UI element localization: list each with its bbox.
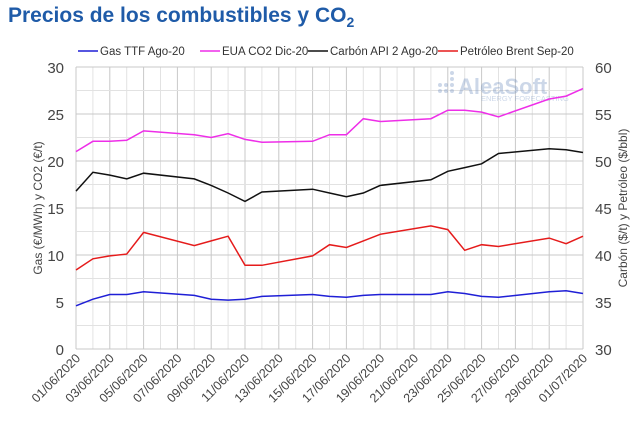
y-tick-left: 20 xyxy=(47,154,64,171)
legend-label: EUA CO2 Dic-20 xyxy=(222,46,308,58)
y-tick-right: 35 xyxy=(595,295,612,312)
y-tick-right: 50 xyxy=(595,154,612,171)
series-line-gas-ttf-ago-20 xyxy=(75,289,584,307)
y-tick-left: 30 xyxy=(47,60,64,77)
watermark-tagline: ENERGY FORECASTING xyxy=(481,94,569,103)
legend-label: Carbón API 2 Ago-20 xyxy=(330,46,438,58)
y-tick-left: 15 xyxy=(47,201,64,218)
y-tick-right: 30 xyxy=(595,342,612,359)
y-tick-left: 0 xyxy=(56,342,64,359)
y-tick-right: 55 xyxy=(595,107,612,124)
watermark-brand: AleaSoft xyxy=(458,74,548,99)
legend-label: Gas TTF Ago-20 xyxy=(100,46,185,58)
aleasoft-logo-dots-icon xyxy=(438,71,454,93)
y-tick-right: 45 xyxy=(595,201,612,218)
title-text: Precios de los combustibles y CO xyxy=(8,4,347,27)
aleasoft-watermark: AleaSoft ENERGY FORECASTING xyxy=(438,71,569,103)
y-axis-left-label: Gas (€/MWh) y CO2 (€/t) xyxy=(31,141,45,274)
y-tick-left: 5 xyxy=(56,295,64,312)
series-line-carb-n-api-2-ago-20 xyxy=(75,148,584,203)
series-line-eua-co2-dic-20 xyxy=(75,87,584,153)
series-line-petr-leo-brent-sep-20 xyxy=(75,225,584,271)
y-tick-left: 25 xyxy=(47,107,64,124)
y-tick-left: 10 xyxy=(47,248,64,265)
y-axis-right-label: Carbón ($/t) y Petróleo ($/bbl) xyxy=(616,129,630,288)
grid xyxy=(75,66,584,350)
legend: Gas TTF Ago-20 EUA CO2 Dic-20 Carbón API 2… xyxy=(78,46,574,58)
legend-label: Petróleo Brent Sep-20 xyxy=(460,46,574,58)
title-subscript: 2 xyxy=(346,14,355,31)
y-tick-right: 60 xyxy=(595,60,612,77)
chart-title: Precios de los combustibles y CO2 xyxy=(8,4,354,30)
y-tick-right: 40 xyxy=(595,248,612,265)
